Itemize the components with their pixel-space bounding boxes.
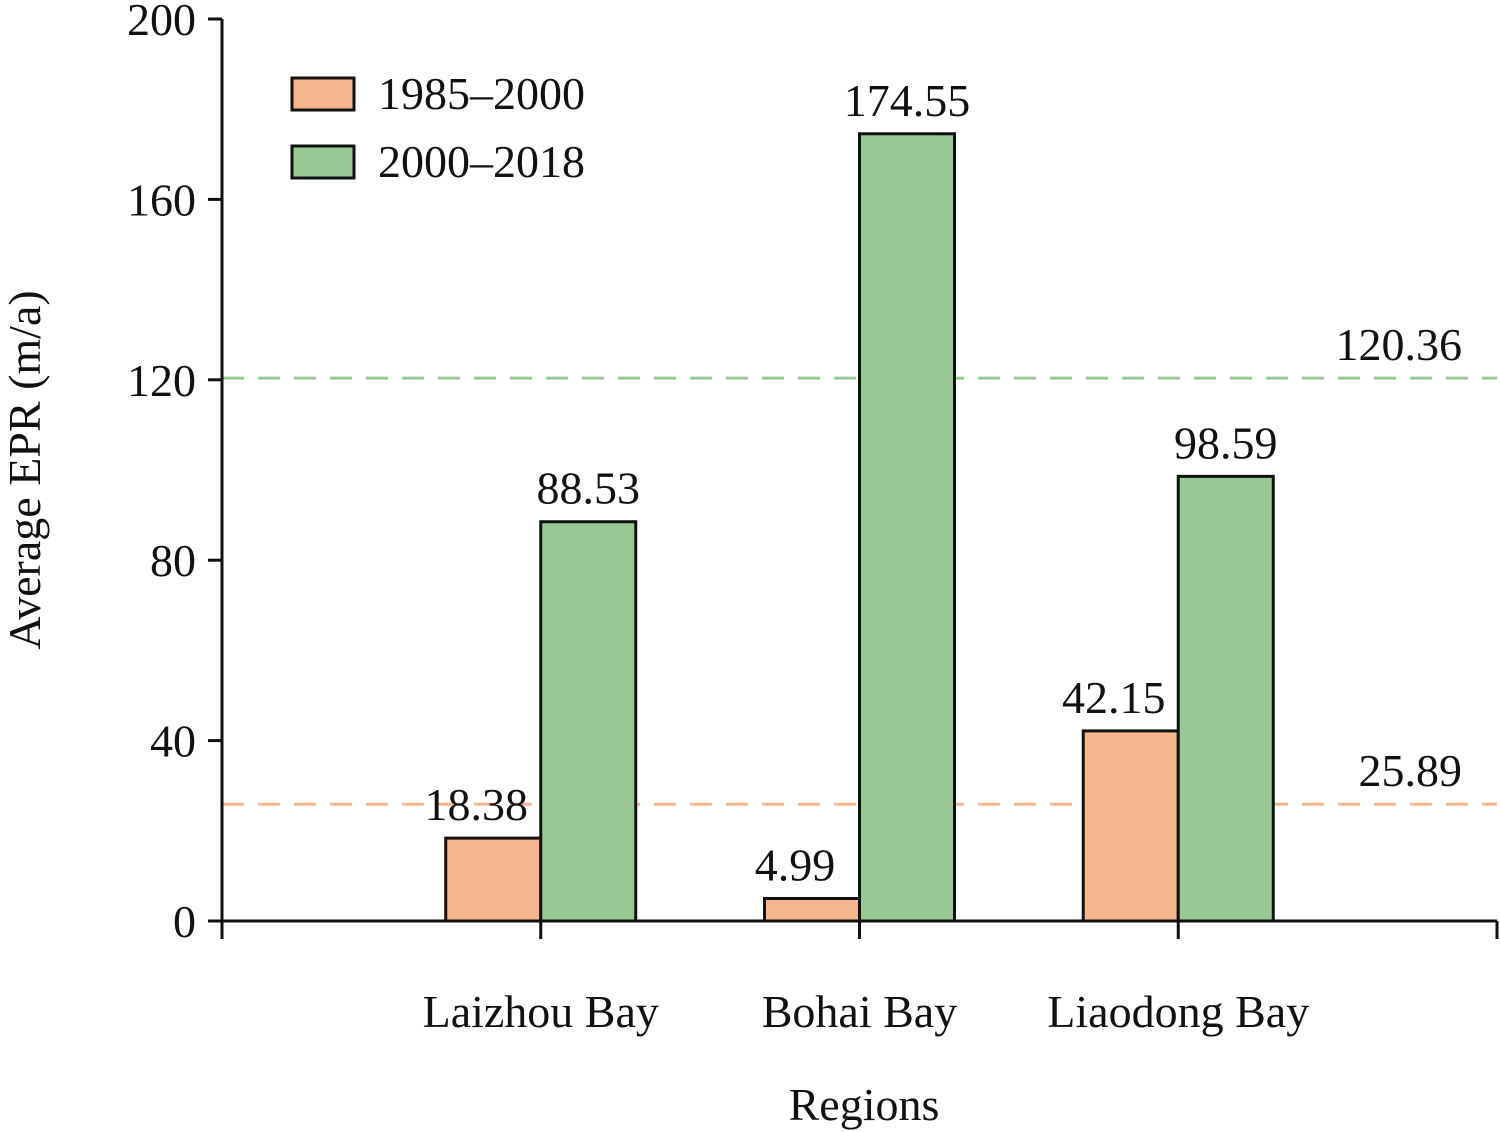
bar: [858, 132, 956, 923]
legend-label: 2000–2018: [378, 136, 585, 187]
y-ticks: 0 40 80 120 160 200: [127, 0, 222, 947]
x-category-label: Liaodong Bay: [1047, 986, 1309, 1037]
bar-value-label: 88.53: [537, 463, 641, 514]
x-category-label: Bohai Bay: [762, 986, 957, 1037]
x-ticks: Laizhou Bay Bohai Bay Liaodong Bay: [220, 921, 1499, 1037]
reference-line-label: 120.36: [1336, 319, 1463, 370]
bar: [1176, 474, 1275, 923]
y-tick-label: 40: [150, 716, 196, 767]
y-tick-label: 120: [127, 355, 196, 406]
reference-lines: [222, 376, 1497, 806]
bar-value-label: 42.15: [1062, 672, 1166, 723]
legend-swatch: [290, 144, 356, 180]
y-tick-label: 160: [127, 174, 196, 225]
reference-line-label: 25.89: [1359, 745, 1463, 796]
bar-value-label: 98.59: [1174, 417, 1278, 468]
legend-swatch: [290, 76, 356, 112]
legend: 1985–2000 2000–2018: [290, 68, 585, 187]
bar: [1081, 729, 1180, 923]
y-tick-label: 200: [127, 0, 196, 45]
reference-labels: 120.36 25.89: [1336, 319, 1463, 796]
bar: [444, 836, 543, 923]
y-axis-title: Average EPR (m/a): [0, 290, 50, 649]
bar: [763, 896, 861, 923]
legend-label: 1985–2000: [378, 68, 585, 119]
bar-labels: 18.38 88.53 4.99 174.55 42.15 98.59: [425, 75, 1278, 891]
bar: [539, 520, 638, 923]
bars: [444, 132, 1275, 923]
y-tick-label: 0: [173, 896, 196, 947]
bar-value-label: 174.55: [844, 75, 971, 126]
y-tick-label: 80: [150, 535, 196, 586]
bar-value-label: 4.99: [755, 839, 836, 890]
bar-value-label: 18.38: [425, 779, 529, 830]
x-axis-title: Regions: [789, 1079, 940, 1130]
x-category-label: Laizhou Bay: [423, 986, 659, 1037]
